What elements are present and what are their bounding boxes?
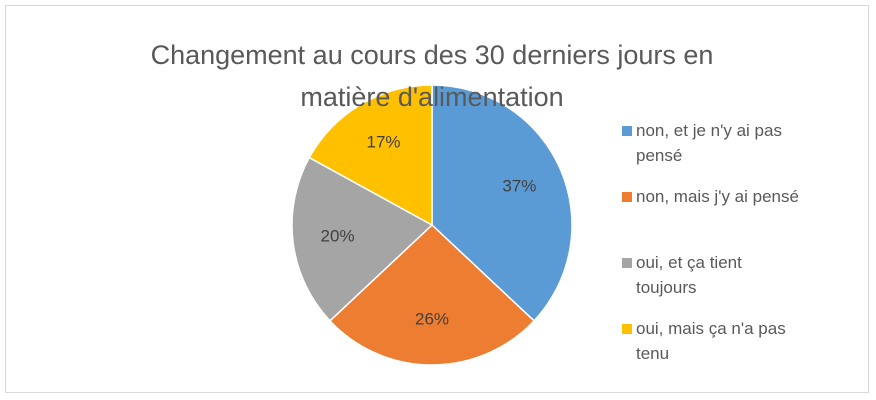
legend-label: non, et je n'y ai pas pensé [636,121,782,165]
legend-label: non, mais j'y ai pensé [636,187,799,206]
chart-title: Changement au cours des 30 derniers jour… [150,40,714,112]
legend-item: non, mais j'y ai pensé [622,184,802,250]
legend-item: oui, et ça tient toujours [622,250,802,316]
legend-swatch [622,126,632,136]
legend-label: oui, mais ça n'a pas tenu [636,319,786,363]
pie-slice [328,223,536,366]
data-label: 17% [367,133,401,152]
data-label: 20% [321,226,355,245]
pie-slice [291,156,434,322]
pie-slice [308,84,433,227]
legend-swatch [622,324,632,334]
legend: non, et je n'y ai pas pensé non, mais j'y… [622,118,802,382]
chart-frame [5,5,869,393]
legend-swatch [622,192,632,202]
legend-item: non, et je n'y ai pas pensé [622,118,802,184]
legend-swatch [622,258,632,268]
legend-label: oui, et ça tient toujours [636,253,742,297]
data-label: 37% [502,177,536,196]
legend-item: oui, mais ça n'a pas tenu [622,316,802,382]
data-label: 26% [415,310,449,329]
pie-slice [431,84,573,322]
